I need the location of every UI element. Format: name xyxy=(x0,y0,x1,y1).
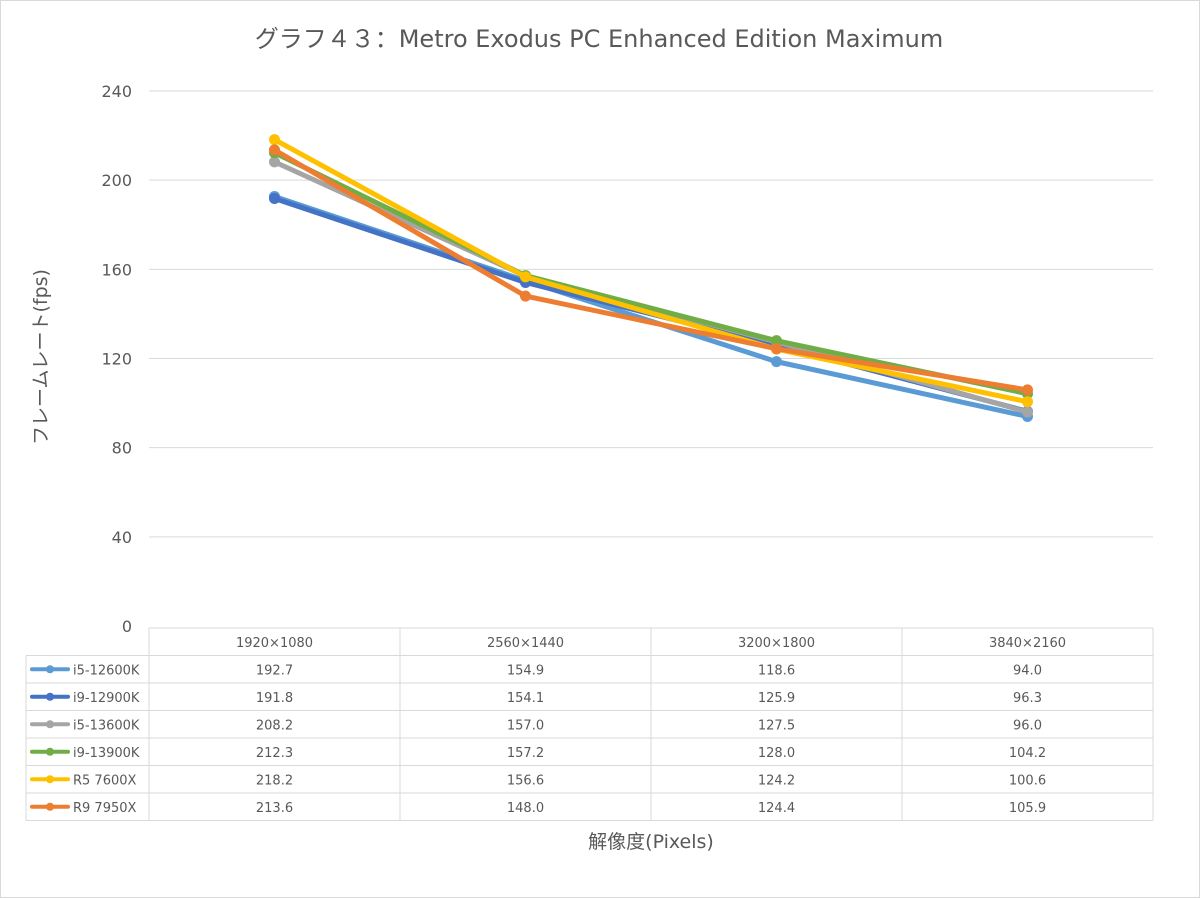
table-value-cell: 208.2 xyxy=(256,718,293,733)
table-value-cell: 105.9 xyxy=(1009,801,1046,816)
data-point xyxy=(1022,396,1033,408)
series-line xyxy=(272,150,1030,397)
data-point xyxy=(269,134,280,146)
data-point xyxy=(771,335,782,347)
y-tick-label: 200 xyxy=(101,171,132,190)
legend-series-name: R5 7600X xyxy=(73,773,137,788)
legend-series-name: i9-13900K xyxy=(73,746,140,761)
table-value-cell: 191.8 xyxy=(256,691,293,706)
data-point xyxy=(520,271,531,283)
table-value-cell: 154.1 xyxy=(507,691,544,706)
y-tick-label: 240 xyxy=(101,82,132,101)
y-axis-ticks: 0 40 80 120 160 200 240 xyxy=(101,82,132,636)
table-value-cell: 213.6 xyxy=(256,801,293,816)
legend-key-marker xyxy=(46,720,54,729)
legend-key-marker xyxy=(46,747,54,756)
legend-series-name: i5-13600K xyxy=(73,718,140,733)
table-value-cell: 124.2 xyxy=(758,773,795,788)
table-value-cell: 154.9 xyxy=(507,663,544,678)
y-tick-label: 120 xyxy=(101,350,132,369)
table-value-cell: 192.7 xyxy=(256,663,293,678)
x-category-label: 1920×1080 xyxy=(236,636,313,651)
legend-series-name: i9-12900K xyxy=(73,691,140,706)
y-tick-label: 80 xyxy=(112,439,132,458)
data-point xyxy=(1022,406,1033,418)
legend-key-marker xyxy=(46,665,54,674)
table-value-cell: 157.0 xyxy=(507,718,544,733)
table-value-cell: 127.5 xyxy=(758,718,795,733)
table-value-cell: 156.6 xyxy=(507,773,544,788)
table-value-cell: 128.0 xyxy=(758,746,795,761)
data-point xyxy=(269,156,280,168)
x-axis-label: 解像度(Pixels) xyxy=(588,831,714,853)
data-point xyxy=(1022,384,1033,396)
y-tick-label: 0 xyxy=(122,617,132,636)
series-line xyxy=(272,147,1030,393)
table-value-cell: 157.2 xyxy=(507,746,544,761)
table-value-cell: 94.0 xyxy=(1013,663,1042,678)
y-tick-label: 40 xyxy=(112,528,132,547)
table-value-cell: 118.6 xyxy=(758,663,795,678)
table-value-cell: 100.6 xyxy=(1009,773,1046,788)
legend-series-name: R9 7950X xyxy=(73,801,137,816)
table-value-cell: 96.3 xyxy=(1013,691,1042,706)
x-category-label: 3840×2160 xyxy=(989,636,1066,651)
legend-series-name: i5-12600K xyxy=(73,663,140,678)
table-value-cell: 96.0 xyxy=(1013,718,1042,733)
legend-key-marker xyxy=(46,775,54,784)
data-point xyxy=(520,290,531,302)
table-value-cell: 148.0 xyxy=(507,801,544,816)
table-value-cell: 124.4 xyxy=(758,801,795,816)
table-value-cell: 218.2 xyxy=(256,773,293,788)
chart-title: グラフ４３：Metro Exodus PC Enhanced Edition M… xyxy=(255,25,944,53)
y-axis-label: フレームレート(fps) xyxy=(30,269,52,445)
legend-key-marker xyxy=(46,802,54,811)
legend-key-marker xyxy=(46,692,54,701)
table-value-cell: 212.3 xyxy=(256,746,293,761)
y-tick-label: 160 xyxy=(101,260,132,279)
x-category-label: 2560×1440 xyxy=(487,636,564,651)
data-point xyxy=(771,356,782,368)
data-point xyxy=(771,343,782,355)
series-line xyxy=(272,137,1030,405)
table-value-cell: 104.2 xyxy=(1009,746,1046,761)
data-point xyxy=(269,192,280,204)
series-lines xyxy=(269,134,1033,422)
data-table: 1920×1080 2560×1440 3200×1800 3840×2160 i5-1… xyxy=(25,627,1154,821)
x-category-label: 3200×1800 xyxy=(738,636,815,651)
data-point xyxy=(269,144,280,156)
table-value-cell: 125.9 xyxy=(758,691,795,706)
